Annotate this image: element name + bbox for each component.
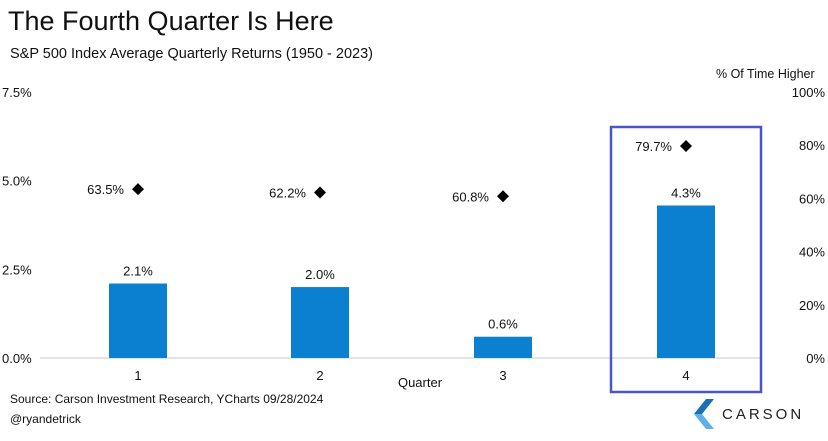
bar-value-label: 4.3% bbox=[671, 185, 701, 200]
left-y-tick-label: 2.5% bbox=[2, 262, 32, 277]
bar-value-label: 0.6% bbox=[488, 317, 518, 332]
right-y-tick-label: 40% bbox=[799, 245, 825, 260]
x-tick-label: 4 bbox=[682, 368, 689, 383]
bar bbox=[291, 287, 349, 358]
bar-value-label: 2.0% bbox=[305, 267, 335, 282]
pct-higher-label: 60.8% bbox=[452, 189, 489, 204]
carson-logo-text: CARSON bbox=[722, 405, 805, 423]
x-tick-label: 1 bbox=[134, 368, 141, 383]
bar bbox=[109, 283, 167, 358]
carson-logo: CARSON bbox=[694, 399, 804, 429]
right-y-tick-label: 100% bbox=[792, 85, 826, 100]
pct-higher-label: 62.2% bbox=[269, 186, 306, 201]
left-y-tick-label: 0.0% bbox=[2, 351, 32, 366]
pct-higher-marker bbox=[680, 139, 692, 152]
chart-subtitle: S&P 500 Index Average Quarterly Returns … bbox=[10, 46, 373, 62]
pct-higher-marker bbox=[497, 190, 509, 203]
chart-title: The Fourth Quarter Is Here bbox=[8, 6, 334, 36]
right-y-tick-label: 0% bbox=[806, 351, 825, 366]
right-y-tick-label: 60% bbox=[799, 191, 825, 206]
left-y-tick-label: 7.5% bbox=[2, 85, 32, 100]
left-y-tick-label: 5.0% bbox=[2, 174, 32, 189]
bar-value-label: 2.1% bbox=[123, 264, 153, 279]
bar bbox=[657, 205, 715, 358]
right-y-tick-label: 80% bbox=[799, 138, 825, 153]
right-y-tick-label: 20% bbox=[799, 298, 825, 313]
source-note: Source: Carson Investment Research, YCha… bbox=[10, 392, 324, 406]
bar bbox=[474, 336, 532, 358]
q4-highlight-box bbox=[609, 125, 763, 394]
x-axis-title: Quarter bbox=[398, 375, 443, 390]
pct-higher-label: 79.7% bbox=[635, 139, 672, 154]
right-axis-title: % Of Time Higher bbox=[716, 67, 815, 81]
pct-higher-marker bbox=[132, 183, 144, 196]
pct-higher-marker bbox=[314, 186, 326, 199]
x-tick-label: 3 bbox=[499, 368, 506, 383]
pct-higher-label: 63.5% bbox=[87, 182, 124, 197]
x-tick-label: 2 bbox=[316, 368, 323, 383]
author-handle: @ryandetrick bbox=[10, 412, 81, 426]
carson-chevron-icon bbox=[694, 399, 714, 429]
